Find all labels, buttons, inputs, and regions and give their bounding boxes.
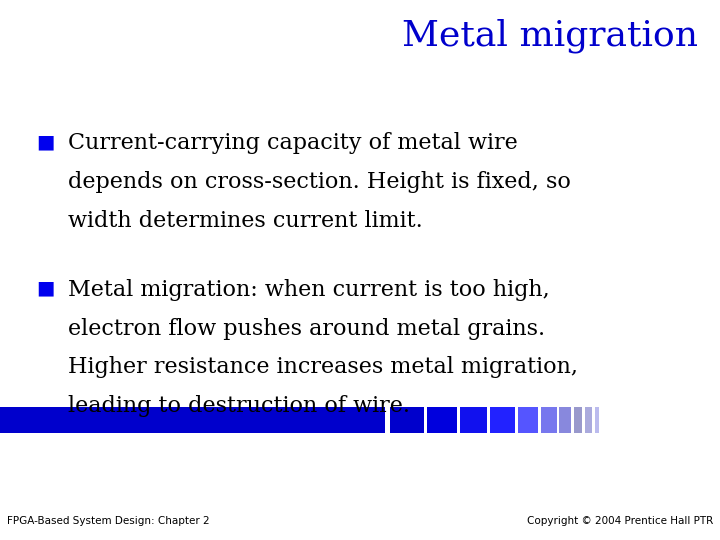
Text: depends on cross-section. Height is fixed, so: depends on cross-section. Height is fixe… xyxy=(68,171,571,193)
Bar xyxy=(518,407,538,433)
Text: Copyright © 2004 Prentice Hall PTR: Copyright © 2004 Prentice Hall PTR xyxy=(526,516,713,526)
Bar xyxy=(585,407,592,433)
Bar xyxy=(0,407,385,433)
Text: Higher resistance increases metal migration,: Higher resistance increases metal migrat… xyxy=(68,356,578,379)
Text: leading to destruction of wire.: leading to destruction of wire. xyxy=(68,395,410,417)
Bar xyxy=(574,407,582,433)
Text: Metal migration: when current is too high,: Metal migration: when current is too hig… xyxy=(68,279,550,301)
Bar xyxy=(541,407,557,433)
Text: FPGA-Based System Design: Chapter 2: FPGA-Based System Design: Chapter 2 xyxy=(7,516,210,526)
Bar xyxy=(490,407,515,433)
Text: ■: ■ xyxy=(36,132,55,151)
Bar xyxy=(390,407,424,433)
Text: width determines current limit.: width determines current limit. xyxy=(68,210,423,232)
Bar xyxy=(559,407,571,433)
Bar xyxy=(460,407,487,433)
Bar xyxy=(595,407,599,433)
Text: Current-carrying capacity of metal wire: Current-carrying capacity of metal wire xyxy=(68,132,518,154)
Text: electron flow pushes around metal grains.: electron flow pushes around metal grains… xyxy=(68,318,546,340)
Text: Metal migration: Metal migration xyxy=(402,19,698,53)
Bar xyxy=(427,407,457,433)
Text: ■: ■ xyxy=(36,279,55,298)
